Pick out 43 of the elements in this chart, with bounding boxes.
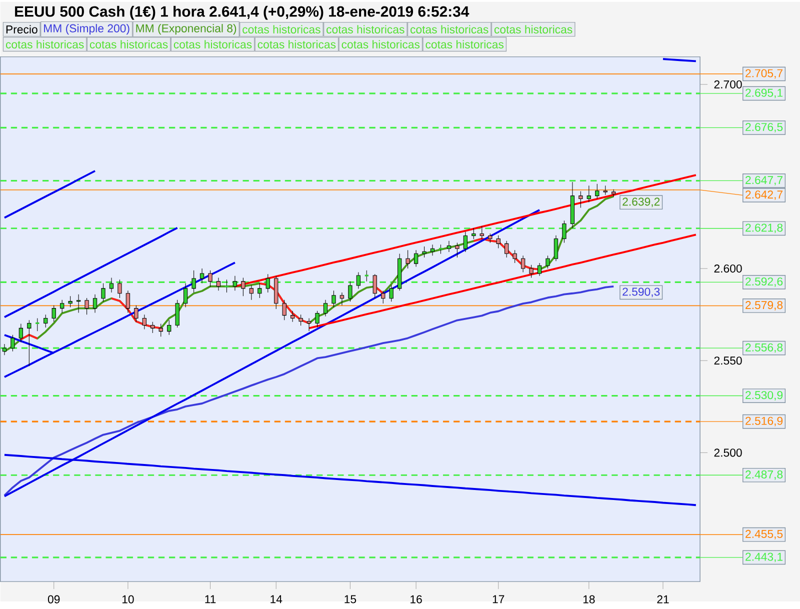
y-tick-label: 2.600	[714, 264, 742, 272]
ref-line-label: 2.443,1	[746, 552, 783, 562]
text: cotas historicas	[6, 40, 84, 48]
x-tick-label: 21	[657, 595, 669, 604]
ref-line-label: 2.695,1	[746, 88, 783, 98]
text: MM (Exponencial 8)	[136, 24, 236, 35]
ref-line-label: 2.621,8	[746, 224, 783, 234]
text: cotas historicas	[342, 40, 420, 48]
y-tick-label: 2.700	[714, 80, 742, 88]
ref-line-label: 2.705,7	[746, 69, 782, 79]
text: cotas historicas	[174, 40, 252, 48]
text: cotas historicas	[410, 25, 488, 34]
text: cotas historicas	[258, 40, 336, 48]
text: cotas historicas	[90, 40, 168, 48]
ref-line-label: 2.676,5	[746, 122, 783, 132]
ref-line-label: 2.487,8	[746, 470, 783, 480]
x-tick-label: 11	[205, 595, 216, 604]
text: cotas historicas	[326, 25, 404, 34]
ref-line-label: 2.455,5	[746, 530, 783, 540]
x-tick-label: 15	[344, 595, 356, 604]
y-tick-label: 2.550	[714, 356, 742, 365]
text: cotas historicas	[426, 40, 504, 48]
x-tick-label: 14	[270, 595, 282, 604]
x-tick-label: 16	[410, 595, 422, 604]
ref-line-label: 2.530,9	[746, 390, 783, 400]
text: MM (Simple 200)	[44, 24, 130, 35]
ref-line-label: 2.592,6	[746, 277, 783, 287]
chart-title: EEUU 500 Cash (1€) 1 hora 2.641,4 (+0,29%) 18-ene-2019 6:52:34	[15, 6, 470, 20]
ref-line-label: 2.516,9	[746, 416, 783, 426]
ref-line-label: 2.642,7	[746, 190, 782, 200]
x-tick-label: 18	[583, 595, 595, 604]
x-tick-label: 17	[492, 595, 504, 604]
y-tick-label: 2.500	[714, 448, 742, 457]
x-tick-label: 09	[48, 595, 60, 604]
text: cotas historicas	[494, 25, 572, 34]
ref-line-label: 2.579,8	[746, 300, 783, 310]
data-label: 2.590,3	[622, 288, 660, 298]
data-label: 2.639,2	[622, 198, 660, 207]
text: Precio	[6, 25, 38, 34]
text: cotas historicas	[242, 25, 320, 34]
x-tick-label: 10	[122, 595, 134, 604]
ref-line-label: 2.556,8	[746, 343, 783, 353]
ref-line-label: 2.647,7	[746, 176, 782, 186]
